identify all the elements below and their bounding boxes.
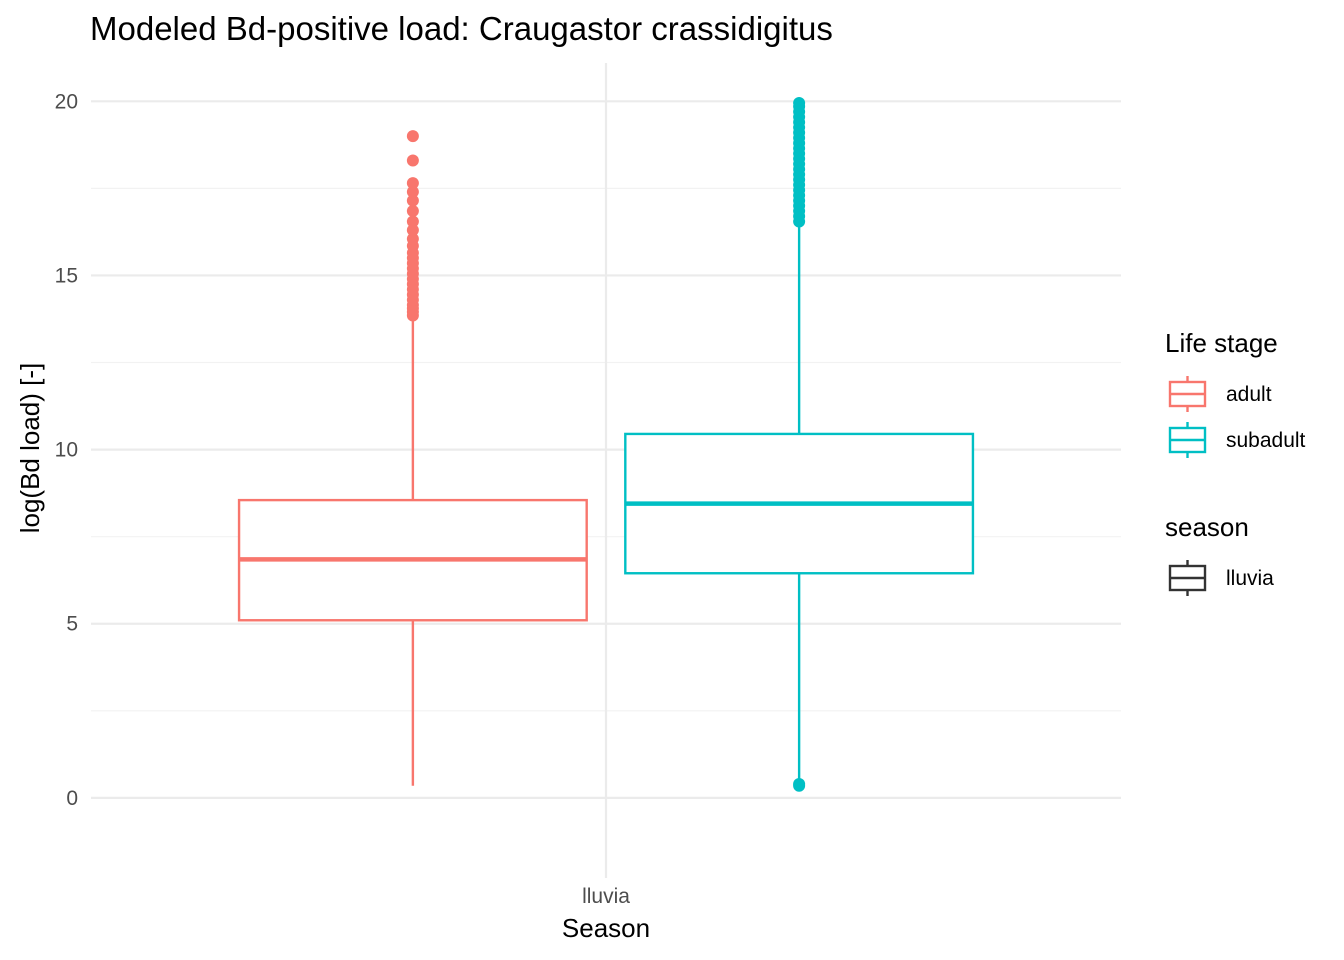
legend-label: subadult [1226, 429, 1306, 452]
x-tick-label: lluvia [582, 885, 630, 908]
grid-lines [91, 63, 1121, 878]
x-axis-ticks: lluvia [582, 885, 630, 908]
chart-title: Modeled Bd-positive load: Craugastor cra… [90, 10, 833, 47]
outlier-point [406, 215, 419, 228]
y-tick-label: 20 [55, 90, 78, 113]
outlier-point [406, 185, 419, 198]
legend-key-lluvia [1168, 560, 1207, 596]
outlier-point [406, 194, 419, 207]
y-tick-label: 0 [66, 787, 78, 810]
legend: Life stage adult subadult season lluvia [1165, 328, 1306, 596]
legend-key-subadult [1168, 422, 1207, 458]
outlier-point [406, 205, 419, 218]
outlier-point [406, 177, 419, 190]
legend-title: season [1165, 512, 1249, 542]
box-series [237, 97, 975, 792]
outlier-point [406, 130, 419, 143]
legend-key-adult [1168, 376, 1207, 412]
y-axis-title: log(Bd load) [-] [15, 363, 45, 534]
outlier-point [793, 777, 806, 790]
legend-label: lluvia [1226, 567, 1274, 590]
y-tick-label: 15 [55, 264, 78, 287]
outlier-point [406, 154, 419, 167]
x-axis-title: Season [562, 913, 650, 943]
box-subadult [624, 97, 975, 792]
y-tick-label: 10 [55, 439, 78, 462]
legend-title: Life stage [1165, 328, 1278, 358]
y-tick-label: 5 [66, 613, 78, 636]
box-adult [237, 130, 588, 786]
outlier-point [793, 97, 806, 110]
legend-label: adult [1226, 383, 1272, 406]
outlier-point [406, 232, 419, 245]
outlier-point [406, 224, 419, 237]
y-axis-ticks: 0 5 10 15 20 [55, 90, 78, 810]
